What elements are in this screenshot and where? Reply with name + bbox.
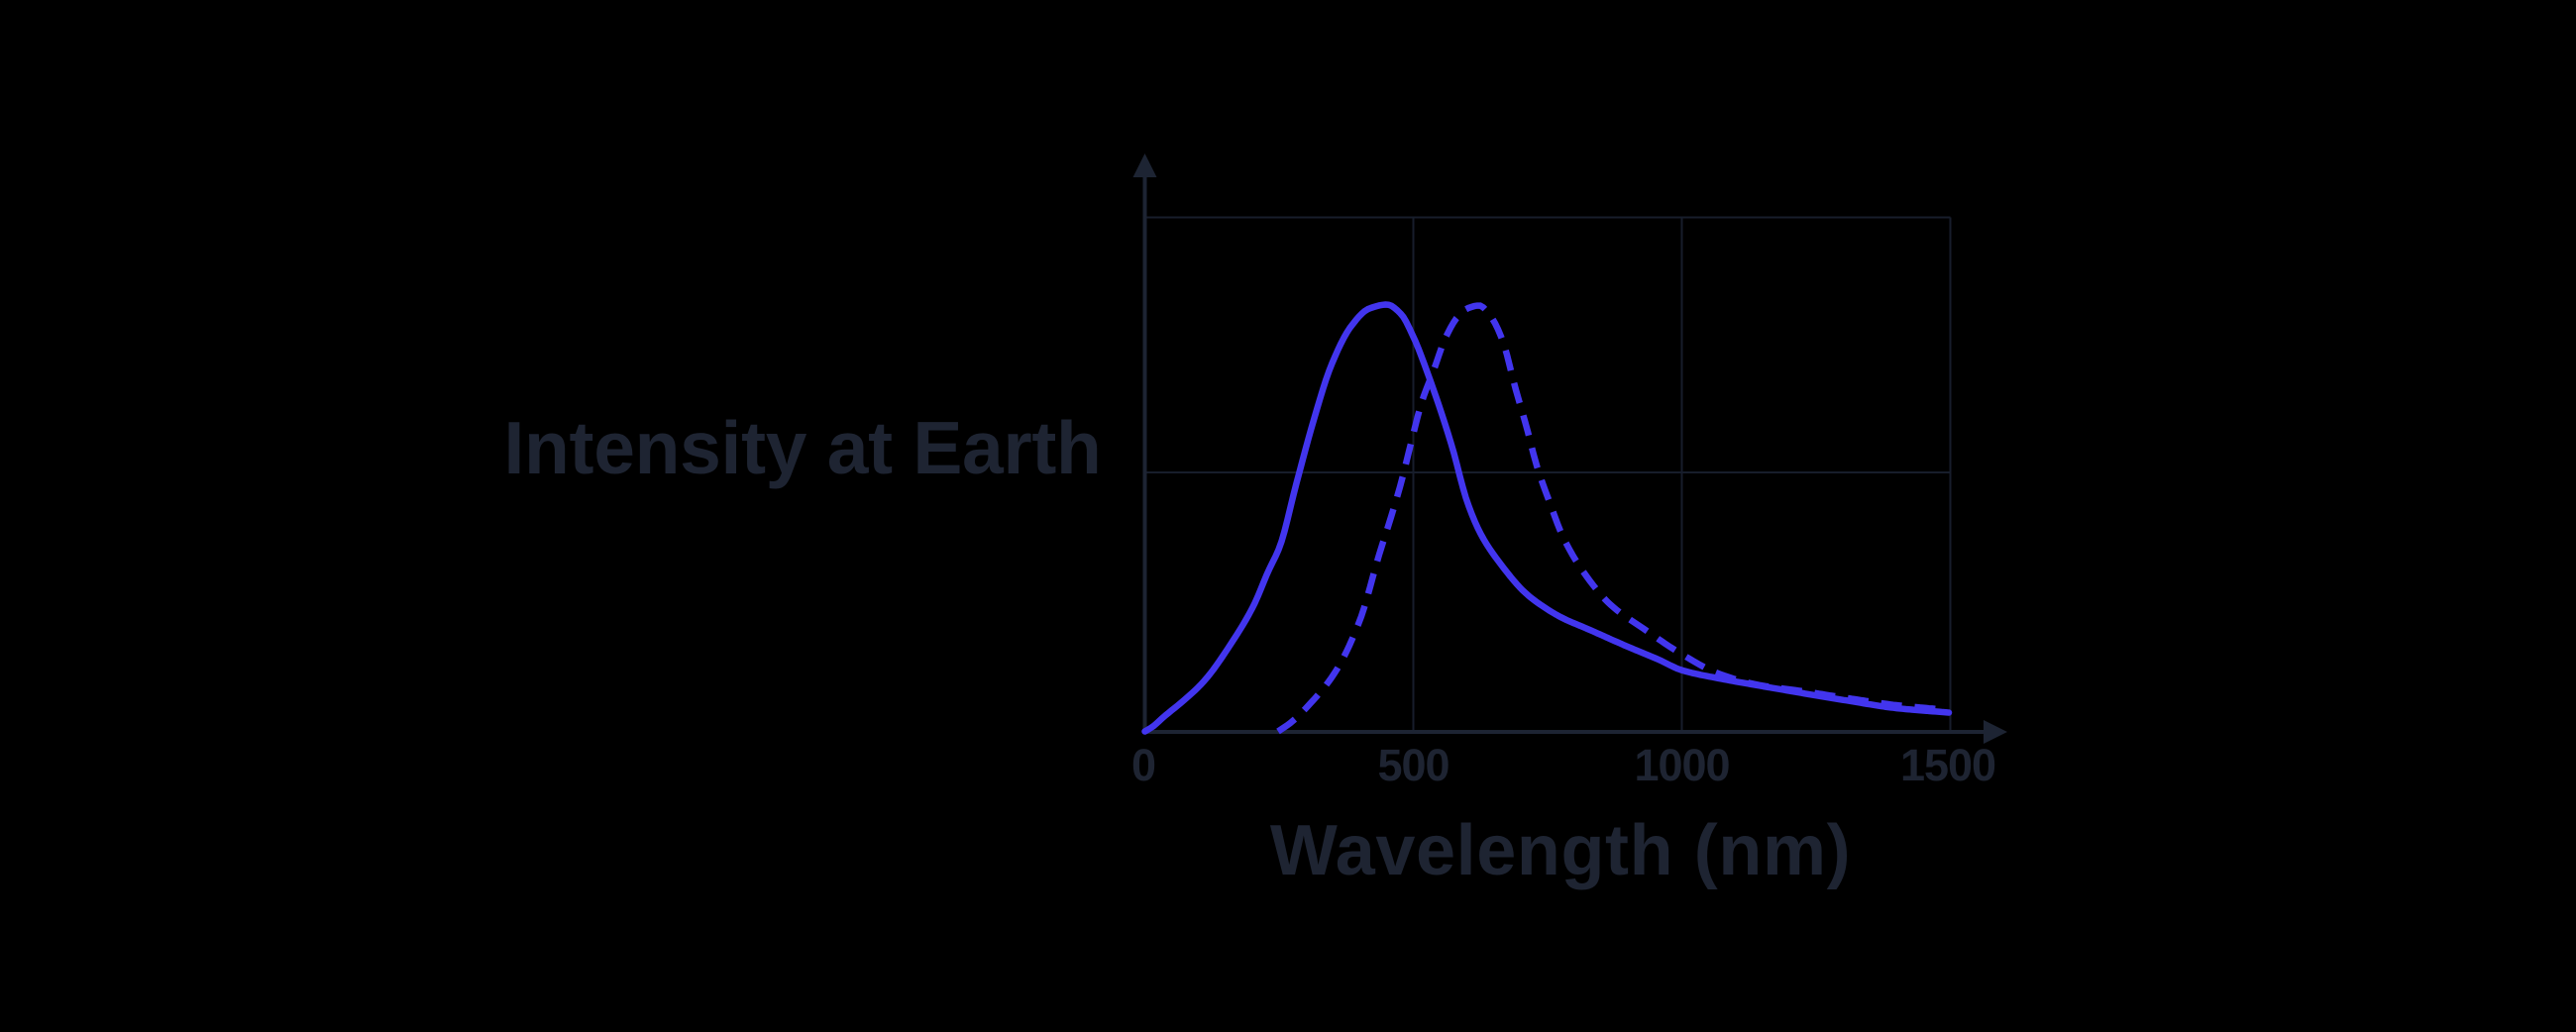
svg-text:500: 500	[1377, 740, 1449, 790]
svg-text:Intensity at Earth: Intensity at Earth	[503, 406, 1101, 489]
svg-text:0: 0	[1131, 740, 1155, 790]
svg-text:1500: 1500	[1900, 740, 1995, 790]
svg-text:1000: 1000	[1634, 740, 1729, 790]
svg-text:Wavelength (nm): Wavelength (nm)	[1270, 811, 1851, 890]
